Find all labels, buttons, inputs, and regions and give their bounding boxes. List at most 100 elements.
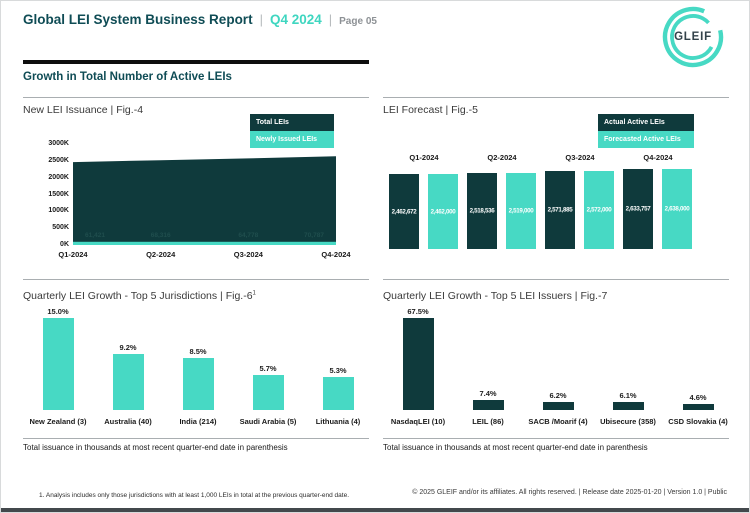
area-point-label: 70,787	[304, 232, 324, 239]
bar-value-label: 2,572,000	[586, 206, 612, 214]
bar-value-label: 15.0%	[47, 307, 69, 316]
page-bottom-border	[1, 508, 749, 512]
bar-category-label: NasdaqLEI (10)	[390, 417, 446, 426]
growth-bar	[682, 404, 714, 410]
divider	[23, 97, 369, 98]
legend-item-forecasted-active: Forecasted Active LEIs	[598, 131, 694, 148]
forecast-bar: 2,572,000	[584, 171, 614, 249]
fig7-title: Quarterly LEI Growth - Top 5 LEI Issuers…	[383, 290, 607, 302]
legend-item-total-leis: Total LEIs	[250, 114, 334, 131]
fig6-title-text: Quarterly LEI Growth - Top 5 Jurisdictio…	[23, 290, 253, 302]
fig7-panel: Quarterly LEI Growth - Top 5 LEI Issuers…	[383, 283, 729, 437]
report-header: Global LEI System Business Report | Q4 2…	[23, 12, 377, 27]
actual-bar: 2,633,757	[623, 169, 653, 249]
forecast-bar: 2,519,000	[506, 173, 536, 249]
fig5-plot-area: 2,462,672 2,462,000 2,518,536 2,519,000 2,57…	[383, 97, 729, 249]
bar-value-label: 2,462,000	[430, 208, 456, 215]
area-point-label: 68,316	[150, 232, 171, 239]
growth-bar	[252, 375, 284, 410]
y-axis-tick-label: 0K	[60, 241, 69, 248]
legend-item-actual-active: Actual Active LEIs	[598, 114, 694, 131]
fig5-panel: LEI Forecast | Fig.-5 Actual Active LEIs…	[383, 97, 729, 273]
growth-bar	[402, 318, 434, 410]
forecast-bar: 2,638,000	[662, 169, 692, 249]
fig7-title-text: Quarterly LEI Growth - Top 5 LEI Issuers…	[383, 290, 608, 302]
fig6-caption: Total issuance in thousands at most rece…	[23, 443, 288, 452]
fig5-group-labels: Q1-2024 Q2-2024 Q3-2024 Q4-2024	[383, 153, 729, 163]
x-axis-label: Q4-2024	[321, 250, 351, 259]
fig5-title: LEI Forecast | Fig.-5	[383, 104, 478, 116]
bar-category-label: CSD Slovakia (4)	[668, 417, 728, 426]
bar-value-label: 6.2%	[549, 391, 567, 400]
legend-label: Forecasted Active LEIs	[604, 136, 681, 143]
bar-group-label: Q4-2024	[643, 153, 673, 162]
bar-category-label: SACB /Moarif (4)	[528, 417, 588, 426]
fig4-plot-area: 61,421 68,316 64,778 70,787	[73, 144, 336, 245]
separator: |	[259, 12, 263, 27]
bar-value-label: 2,519,000	[508, 207, 534, 215]
growth-bar	[322, 377, 354, 410]
divider	[23, 279, 369, 280]
total-leis-area	[73, 156, 336, 245]
legend-label: Newly Issued LEIs	[256, 136, 318, 143]
actual-bar: 2,571,885	[545, 171, 575, 249]
bar-group-label: Q1-2024	[409, 153, 439, 162]
fig4-title-text: New LEI Issuance | Fig.-4	[23, 104, 144, 116]
fig6-plot-area: 15.0% New Zealand (3) 9.2% Australia (40) 8.…	[23, 303, 369, 426]
fig6-panel: Quarterly LEI Growth - Top 5 Jurisdictio…	[23, 283, 369, 437]
bar-category-label: Australia (40)	[104, 417, 152, 426]
y-axis-tick-label: 3000K	[48, 140, 69, 147]
bar-category-label: India (214)	[179, 417, 217, 426]
growth-bar	[112, 354, 144, 410]
report-title: Global LEI System Business Report	[23, 12, 253, 27]
area-chart-svg	[73, 156, 336, 245]
legend-item-newly-issued: Newly Issued LEIs	[250, 131, 334, 148]
bar-value-label: 2,571,885	[547, 206, 573, 214]
bar-category-label: LEIL (86)	[472, 417, 504, 426]
divider	[383, 97, 729, 98]
bar-category-label: Ubisecure (358)	[600, 417, 656, 426]
bar-category-label: Saudi Arabia (5)	[239, 417, 297, 426]
x-axis-label: Q3-2024	[233, 250, 263, 259]
fig4-x-axis: Q1-2024 Q2-2024 Q3-2024 Q4-2024	[58, 250, 350, 260]
actual-bar: 2,518,536	[467, 173, 497, 249]
bar-value-label: 2,518,536	[469, 207, 495, 215]
legend-label: Actual Active LEIs	[604, 119, 665, 126]
bar-value-label: 2,462,672	[391, 208, 417, 215]
y-axis-tick-label: 1500K	[48, 190, 69, 198]
bar-value-label: 2,638,000	[664, 205, 690, 213]
bar-value-label: 7.4%	[479, 389, 497, 398]
growth-bar	[612, 402, 644, 410]
section-title: Growth in Total Number of Active LEIs	[23, 71, 232, 83]
fig6-title-superscript: 1	[252, 290, 256, 297]
y-axis-tick-label: 2500K	[48, 156, 69, 164]
fig5-legend: Actual Active LEIs Forecasted Active LEI…	[598, 114, 694, 148]
page-number: Page 05	[339, 16, 377, 27]
growth-bar	[182, 358, 214, 410]
gleif-logo: GLEIF	[661, 5, 725, 69]
fig4-y-axis: 3000K 2500K 2000K 1500K 1000K 500K 0K	[35, 140, 69, 248]
fig5-title-text: LEI Forecast | Fig.-5	[383, 104, 478, 116]
legend-label: Total LEIs	[256, 119, 289, 126]
fig7-plot-area: 67.5% NasdaqLEI (10) 7.4% LEIL (86) 6.2% SACB…	[383, 303, 729, 426]
copyright-line: © 2025 GLEIF and/or its affiliates. All …	[412, 489, 727, 496]
bar-value-label: 8.5%	[189, 347, 207, 356]
growth-bar	[542, 402, 574, 410]
divider	[383, 438, 729, 439]
bar-value-label: 4.6%	[689, 393, 707, 402]
growth-bar	[472, 400, 504, 410]
bar-category-label: Lithuania (4)	[315, 417, 361, 426]
fig4-panel: New LEI Issuance | Fig.-4 Total LEIs New…	[23, 97, 369, 273]
divider	[383, 279, 729, 280]
growth-bar	[42, 318, 74, 410]
forecast-bar: 2,462,000	[428, 174, 458, 249]
fig7-caption: Total issuance in thousands at most rece…	[383, 443, 648, 452]
logo-wordmark: GLEIF	[674, 31, 712, 43]
y-axis-tick-label: 1000K	[48, 207, 69, 215]
footnote: 1. Analysis includes only those jurisdic…	[39, 492, 350, 499]
fig6-title: Quarterly LEI Growth - Top 5 Jurisdictio…	[23, 290, 256, 302]
bar-value-label: 9.2%	[119, 343, 137, 352]
y-axis-tick-label: 500K	[52, 224, 69, 232]
bar-value-label: 6.1%	[619, 391, 637, 400]
